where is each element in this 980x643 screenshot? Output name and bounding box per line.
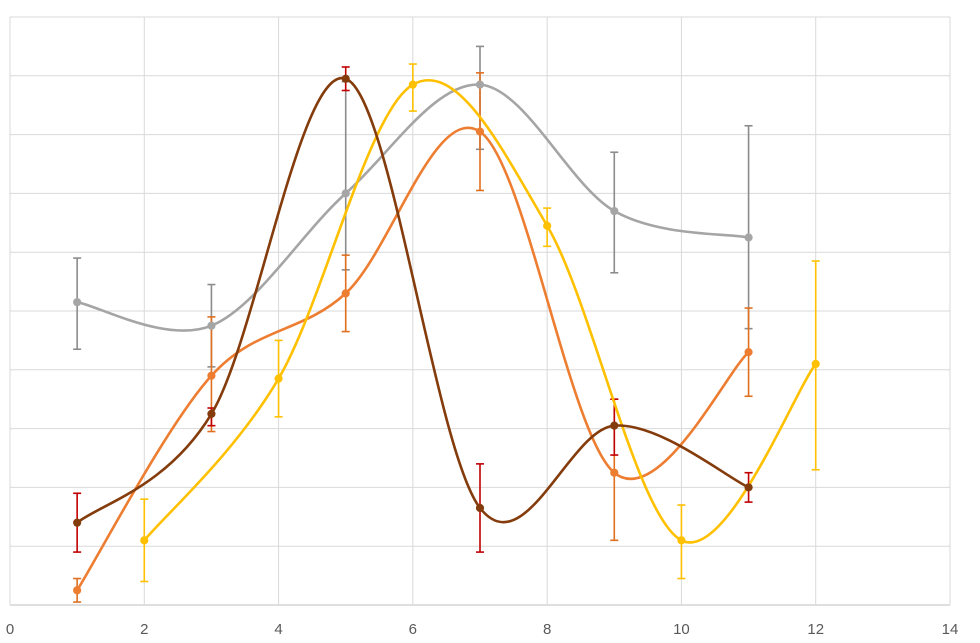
- data-point-1: [744, 233, 753, 242]
- x-tick-label: 10: [673, 621, 690, 638]
- series-markers: [73, 74, 820, 595]
- x-tick-label: 0: [6, 621, 14, 638]
- data-point-3: [408, 80, 417, 89]
- series-line-2: [75, 126, 750, 592]
- x-tick-label: 12: [807, 621, 824, 638]
- data-point-3: [543, 221, 552, 230]
- error-bars: [73, 45, 820, 603]
- data-point-4: [744, 483, 753, 492]
- data-point-4: [610, 421, 619, 430]
- data-point-3: [811, 359, 820, 369]
- data-point-2: [744, 348, 753, 357]
- data-point-3: [274, 374, 283, 383]
- x-tick-label: 4: [274, 621, 282, 638]
- data-point-2: [610, 468, 619, 477]
- data-point-4: [207, 409, 216, 418]
- x-axis: 0 2 4 6 8 10 12 14: [6, 621, 959, 638]
- data-point-2: [475, 127, 485, 136]
- data-point-3: [677, 536, 686, 545]
- series-lines: [75, 77, 818, 592]
- data-point-4: [341, 74, 350, 83]
- data-point-3: [140, 536, 149, 545]
- data-point-4: [475, 503, 485, 513]
- x-tick-label: 2: [140, 621, 148, 638]
- x-tick-label: 8: [543, 621, 551, 638]
- data-point-2: [73, 586, 82, 595]
- data-point-1: [207, 321, 216, 330]
- data-point-1: [341, 189, 350, 198]
- data-point-4: [73, 518, 82, 527]
- data-point-2: [341, 289, 350, 298]
- data-point-1: [610, 206, 619, 216]
- x-tick-label: 6: [409, 621, 417, 638]
- data-point-1: [73, 298, 82, 307]
- x-tick-label: 14: [942, 621, 959, 638]
- data-point-1: [475, 80, 485, 89]
- data-point-2: [207, 371, 216, 380]
